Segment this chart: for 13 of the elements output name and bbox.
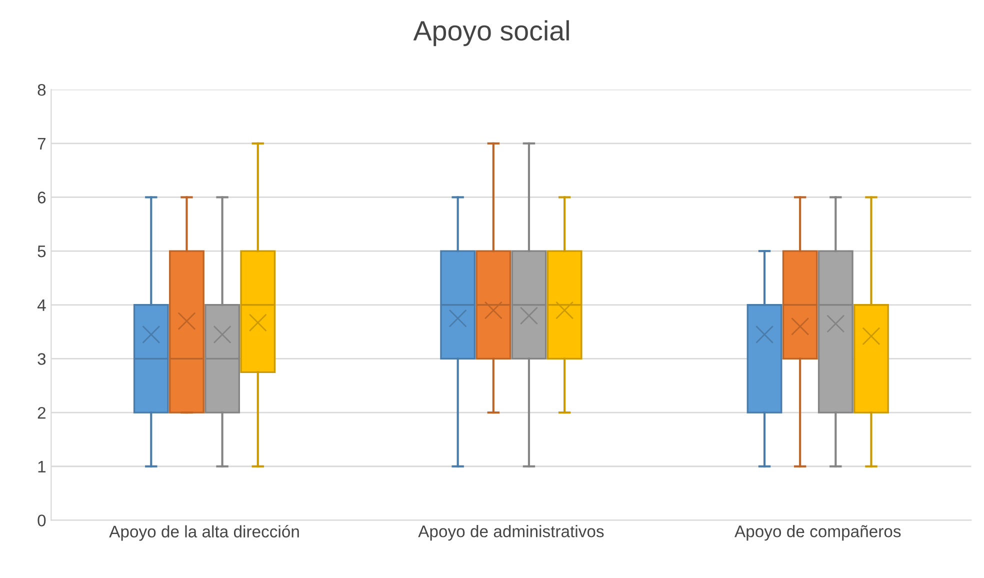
y-tick-label: 5 (38, 246, 46, 258)
x-tick-label: Apoyo de compañeros (734, 525, 901, 541)
y-tick-label: 3 (38, 353, 46, 365)
y-tick-label: 2 (38, 406, 46, 419)
y-tick-label: 6 (38, 192, 46, 204)
y-tick-label: 8 (38, 84, 46, 96)
y-tick-label: 7 (38, 138, 46, 150)
y-tick-label: 0 (38, 514, 46, 526)
y-tick-label: 1 (38, 460, 46, 472)
y-tick-label: 4 (37, 299, 46, 311)
chart-title: Apoyo social (413, 20, 569, 46)
x-tick-label: Apoyo de administrativos (418, 525, 604, 541)
x-tick-label: Apoyo de la alta dirección (109, 525, 299, 541)
